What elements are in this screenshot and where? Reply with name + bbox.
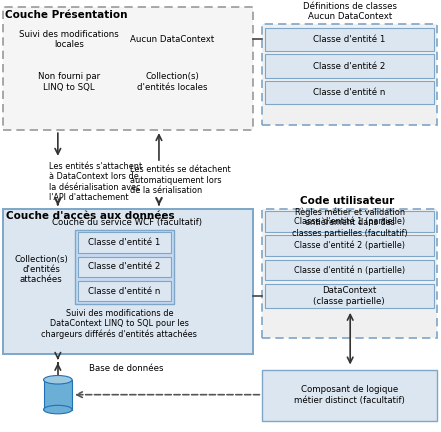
Text: Classe d'entité n: Classe d'entité n bbox=[314, 88, 386, 97]
Text: Classe d'entité 1: Classe d'entité 1 bbox=[314, 35, 386, 44]
Bar bbox=[265, 28, 434, 51]
Text: Composant de logique
métier distinct (facultatif): Composant de logique métier distinct (fa… bbox=[294, 385, 405, 405]
Bar bbox=[265, 235, 434, 256]
Text: Collection(s)
d'entités
attachées: Collection(s) d'entités attachées bbox=[14, 254, 68, 284]
Text: Les entités se détachent
automatiquement lors
de la sérialisation: Les entités se détachent automatiquement… bbox=[131, 165, 231, 195]
Ellipse shape bbox=[44, 375, 72, 384]
Bar bbox=[262, 209, 437, 338]
Text: Classe d'entité 2: Classe d'entité 2 bbox=[89, 262, 161, 271]
Text: Classe d'entité n (partielle): Classe d'entité n (partielle) bbox=[294, 265, 405, 275]
Text: Couche du service WCF (facultatif): Couche du service WCF (facultatif) bbox=[52, 218, 202, 227]
Text: Classe d'entité 1: Classe d'entité 1 bbox=[89, 238, 161, 247]
Text: Suivi des modifications de
DataContext LINQ to SQL pour les
chargeurs différés d: Suivi des modifications de DataContext L… bbox=[41, 309, 197, 339]
Bar bbox=[78, 281, 171, 302]
Bar bbox=[78, 257, 171, 277]
Text: Non fourni par
LINQ to SQL: Non fourni par LINQ to SQL bbox=[38, 73, 100, 92]
Text: Classe d'entité n: Classe d'entité n bbox=[89, 287, 161, 295]
Bar bbox=[262, 24, 437, 125]
Text: Classe d'entité 1 (partielle): Classe d'entité 1 (partielle) bbox=[294, 216, 405, 226]
Bar bbox=[44, 380, 72, 410]
Text: DataContext
(classe partielle): DataContext (classe partielle) bbox=[314, 286, 385, 306]
Text: Suivi des modifications
locales: Suivi des modifications locales bbox=[19, 30, 119, 49]
Bar bbox=[3, 6, 254, 130]
Text: Définitions de classes
Aucun DataContext: Définitions de classes Aucun DataContext bbox=[303, 2, 397, 22]
Text: Règles métier et validation
entièrement dans des
classes partielles (facultatif): Règles métier et validation entièrement … bbox=[292, 207, 408, 238]
Text: Collection(s)
d'entités locales: Collection(s) d'entités locales bbox=[137, 73, 207, 92]
Text: Les entités s'attachent
à DataContext lors de
la désérialisation avec
l'API d'at: Les entités s'attachent à DataContext lo… bbox=[49, 162, 142, 202]
Ellipse shape bbox=[44, 405, 72, 414]
Bar bbox=[265, 211, 434, 232]
Text: Base de données: Base de données bbox=[89, 364, 163, 373]
Text: Aucun DataContext: Aucun DataContext bbox=[130, 35, 214, 44]
Bar bbox=[265, 284, 434, 308]
Text: Couche Présentation: Couche Présentation bbox=[5, 10, 127, 20]
Text: Code utilisateur: Code utilisateur bbox=[299, 196, 394, 206]
Text: Classe d'entité 2: Classe d'entité 2 bbox=[314, 62, 386, 70]
Bar bbox=[3, 209, 254, 354]
Text: Couche d'accès aux données: Couche d'accès aux données bbox=[6, 211, 175, 221]
Text: Classe d'entité 2 (partielle): Classe d'entité 2 (partielle) bbox=[294, 241, 405, 251]
Bar bbox=[75, 230, 174, 305]
Bar bbox=[265, 81, 434, 104]
Bar bbox=[262, 369, 437, 421]
Bar bbox=[78, 232, 171, 253]
Bar bbox=[265, 54, 434, 78]
Bar bbox=[265, 260, 434, 280]
